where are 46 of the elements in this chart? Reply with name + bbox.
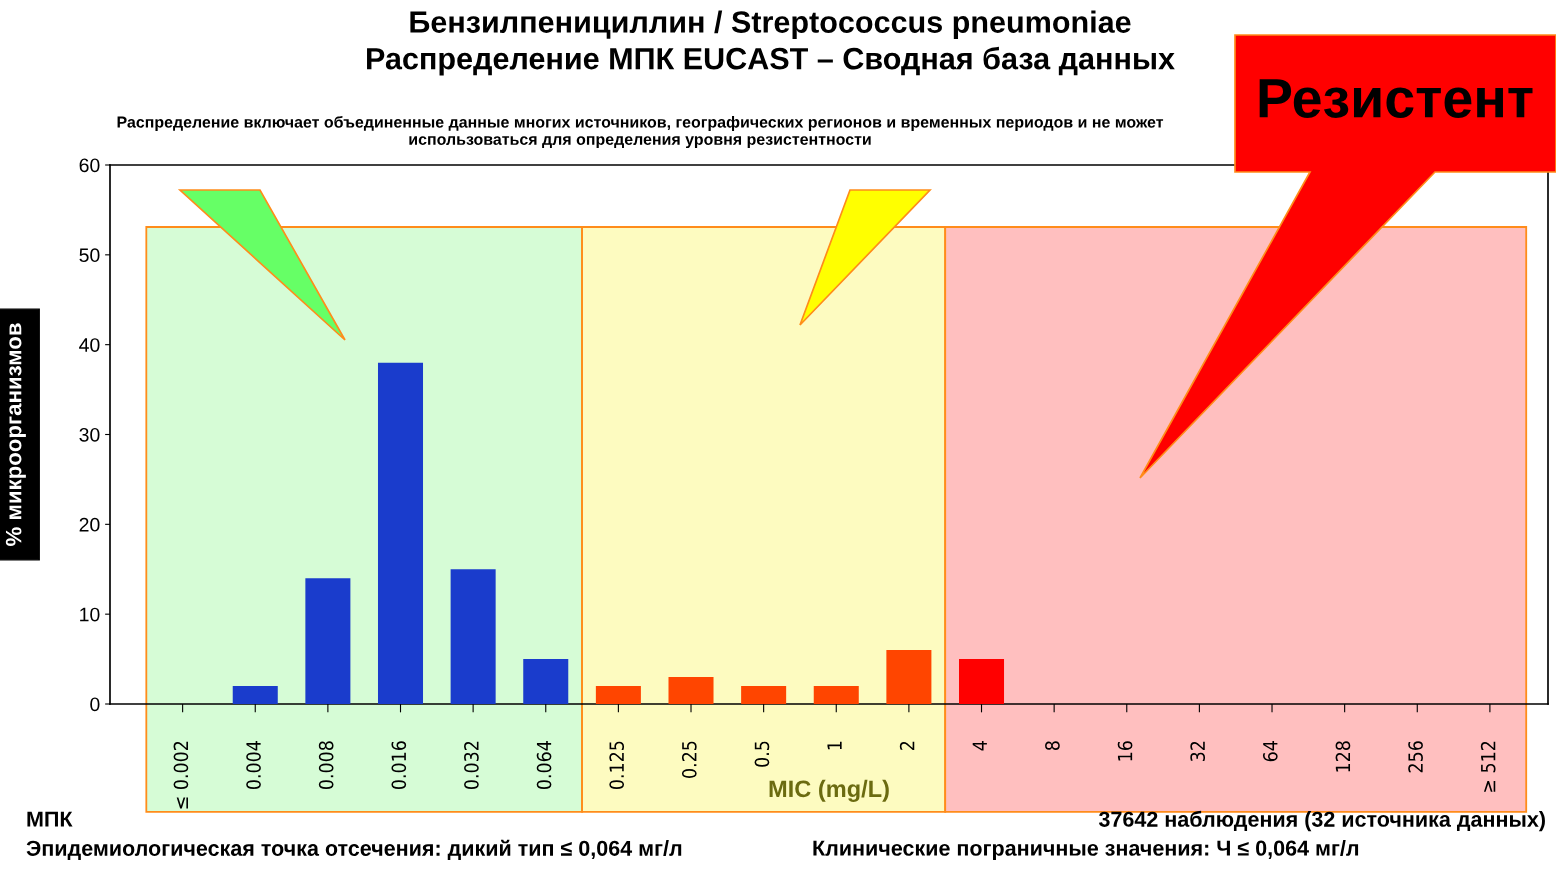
bar bbox=[741, 686, 787, 704]
bar bbox=[668, 677, 714, 704]
x-tick-label: 256 bbox=[1408, 741, 1423, 773]
bar bbox=[450, 569, 496, 704]
text: Клинические пограничные значения: Ч ≤ 0,064 мг/л bbox=[813, 839, 1359, 861]
x-tick-label: 0.004 bbox=[246, 741, 261, 790]
y-tick-label: 20 bbox=[79, 517, 100, 532]
bar bbox=[886, 650, 932, 704]
bar bbox=[305, 578, 351, 704]
x-tick-label: 32 bbox=[1190, 741, 1206, 762]
x-tick-label: 0.25 bbox=[681, 741, 697, 778]
text: 37642 наблюдения (32 источника данных) bbox=[1098, 810, 1545, 832]
x-tick-label: 2 bbox=[899, 741, 915, 750]
y-tick-label: 10 bbox=[80, 607, 100, 622]
x-tick-label: 0.125 bbox=[609, 741, 625, 790]
x-tick-label: 0.064 bbox=[536, 741, 552, 790]
y-tick-label: 40 bbox=[79, 338, 100, 352]
x-tick-label: 128 bbox=[1335, 741, 1351, 772]
bar bbox=[959, 659, 1005, 704]
text: Резистент bbox=[1259, 79, 1533, 118]
x-tick-label: 0.016 bbox=[391, 741, 407, 790]
x-tick-label: 4 bbox=[972, 741, 987, 751]
x-axis-title: MIC (mg/L) bbox=[769, 779, 889, 802]
x-tick-label: 8 bbox=[1045, 741, 1060, 751]
bar bbox=[813, 686, 859, 704]
y-tick-label: 60 bbox=[79, 158, 100, 173]
y-tick-label: 30 bbox=[79, 427, 100, 442]
x-tick-label: 16 bbox=[1117, 741, 1133, 761]
chart-title: Бензилпенициллин / Streptococcus pneumoniae Распределение МПК EUCAST – Сводная база данных bbox=[367, 10, 1175, 76]
x-tick-label: ≤ 0.002 bbox=[173, 741, 189, 809]
y-axis-title: % микроорганизмов bbox=[5, 323, 26, 546]
bar bbox=[523, 659, 569, 704]
bar bbox=[595, 686, 641, 704]
text: Эпидемиологическая точка отсечения: дикий тип ≤ 0,064 мг/л bbox=[26, 839, 682, 860]
chart-subtitle: Распределение включает объединенные данные многих источников, географических регионов и временных периодов и не может использоваться для определения уровня резистентности bbox=[117, 115, 1164, 149]
x-tick-label: 64 bbox=[1262, 741, 1278, 762]
y-tick-label: 50 bbox=[79, 248, 100, 263]
bar bbox=[377, 362, 424, 704]
x-tick-label: 0.032 bbox=[464, 741, 479, 790]
y-tick-label: 0 bbox=[90, 697, 100, 712]
text: МПК bbox=[27, 811, 73, 827]
bar bbox=[232, 686, 278, 704]
x-tick-label: 0.008 bbox=[318, 741, 334, 790]
x-tick-label: 0.5 bbox=[754, 741, 770, 767]
x-tick-label: ≥ 512 bbox=[1480, 741, 1496, 792]
x-tick-label: 1 bbox=[827, 741, 842, 750]
